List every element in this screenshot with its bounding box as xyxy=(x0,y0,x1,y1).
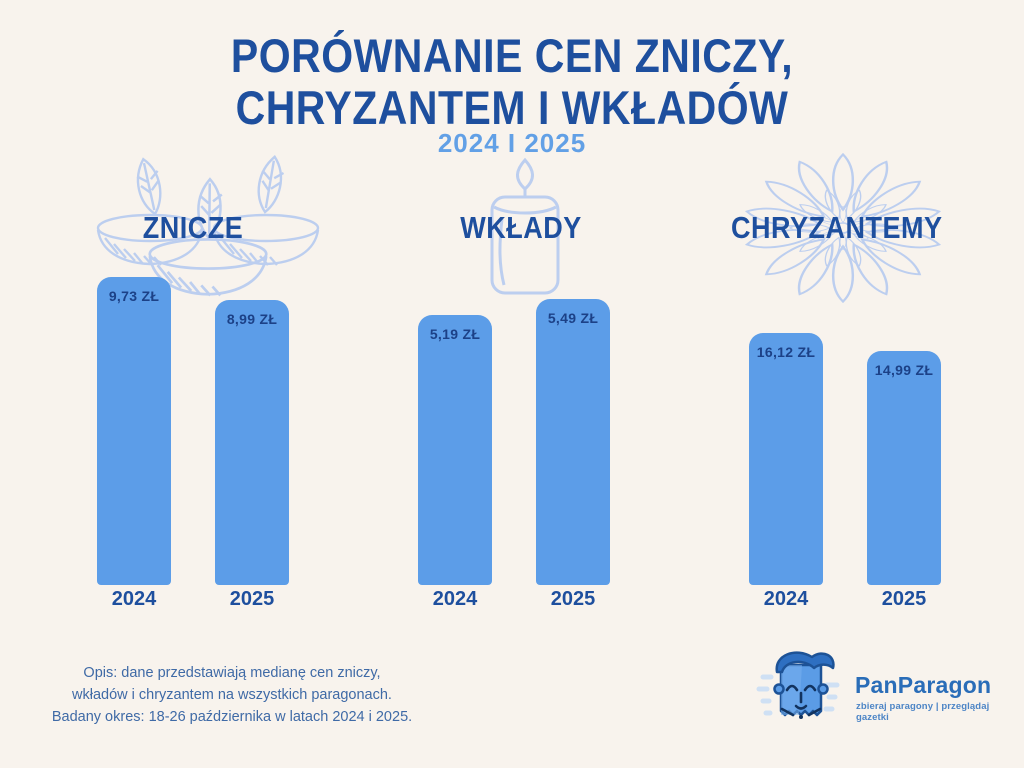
year-label: 2024 xyxy=(432,588,478,610)
methodology-note: Opis: dane przedstawiają medianę cen zni… xyxy=(28,663,436,728)
chrysanthemum-icon xyxy=(743,153,943,303)
bar-znicze-2024: 9,73 ZŁ xyxy=(97,277,171,585)
group-title-wklady: WKŁADY xyxy=(460,211,582,245)
page-title: PORÓWNANIE CEN ZNICZY, CHRYZANTEM I WKŁA… xyxy=(0,28,1024,135)
year-label: 2024 xyxy=(763,588,809,610)
page-subtitle: 2024 I 2025 xyxy=(437,128,587,158)
page-title-line2: CHRYZANTEM I WKŁADÓW xyxy=(235,81,789,135)
panparagon-tagline: zbieraj paragony | przeglądaj gazetki xyxy=(856,701,990,723)
panparagon-logo-icon xyxy=(756,651,840,719)
panparagon-wordmark: PanParagon xyxy=(855,672,992,698)
bar-value-label: 16,12 ZŁ xyxy=(756,344,816,360)
bar-value-label: 9,73 ZŁ xyxy=(108,288,160,304)
candle-icon xyxy=(490,157,560,295)
bar-value-label: 5,49 ZŁ xyxy=(547,310,599,326)
bar-znicze-2025: 8,99 ZŁ xyxy=(215,300,289,585)
bar-value-label: 14,99 ZŁ xyxy=(874,362,934,378)
bar-wklady-2025: 5,49 ZŁ xyxy=(536,299,610,585)
note-line: wkładów i chryzantem na wszystkich parag… xyxy=(72,686,392,703)
bar-wklady-2024: 5,19 ZŁ xyxy=(418,315,492,585)
year-label: 2025 xyxy=(881,588,927,610)
bar-chryzantemy-2025: 14,99 ZŁ xyxy=(867,351,941,585)
group-title-chryzantemy: CHRYZANTEMY xyxy=(731,211,943,245)
note-line: Opis: dane przedstawiają medianę cen zni… xyxy=(83,665,381,681)
year-label: 2025 xyxy=(229,588,275,610)
page-title-line1: PORÓWNANIE CEN ZNICZY, xyxy=(230,28,794,83)
year-label: 2024 xyxy=(111,588,157,610)
note-line: Badany okres: 18-26 października w latac… xyxy=(51,708,413,725)
bar-chryzantemy-2024: 16,12 ZŁ xyxy=(749,333,823,585)
bar-value-label: 8,99 ZŁ xyxy=(226,311,278,327)
group-title-znicze: ZNICZE xyxy=(142,211,244,245)
year-label: 2025 xyxy=(550,588,596,610)
bar-value-label: 5,19 ZŁ xyxy=(429,326,481,342)
